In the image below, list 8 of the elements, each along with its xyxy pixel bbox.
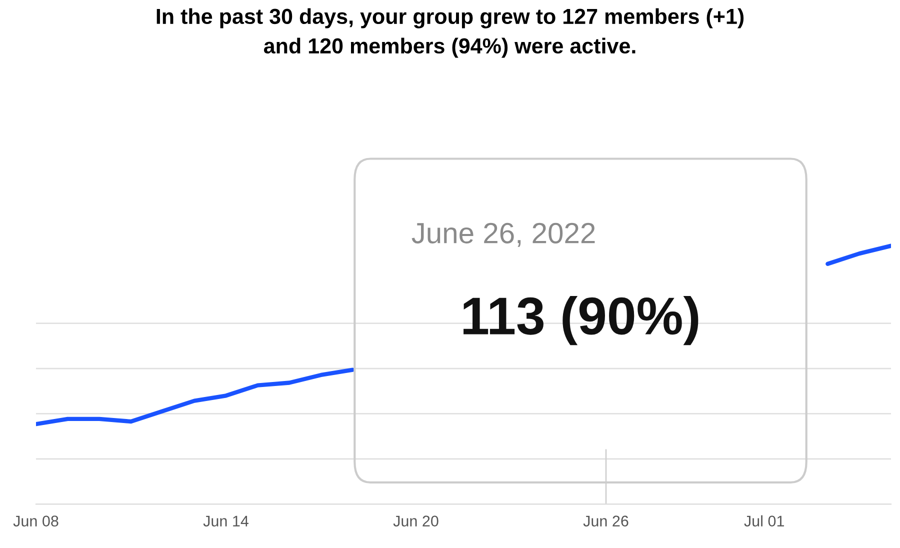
x-tick-label: Jun 08 <box>13 516 58 526</box>
chart-title: In the past 30 days, your group grew to 127 members (+1) and 120 members (94%) were active. <box>156 8 744 58</box>
annotation: June 26, 2022 <box>412 222 595 247</box>
x-tick-label: Jun 26 <box>583 516 628 526</box>
x-tick-label: Jul 01 <box>744 515 784 526</box>
x-tick-label: Jun 14 <box>203 516 248 526</box>
x-tick-label: Jun 20 <box>393 516 438 526</box>
annotation: 113 (90%) <box>464 296 698 346</box>
